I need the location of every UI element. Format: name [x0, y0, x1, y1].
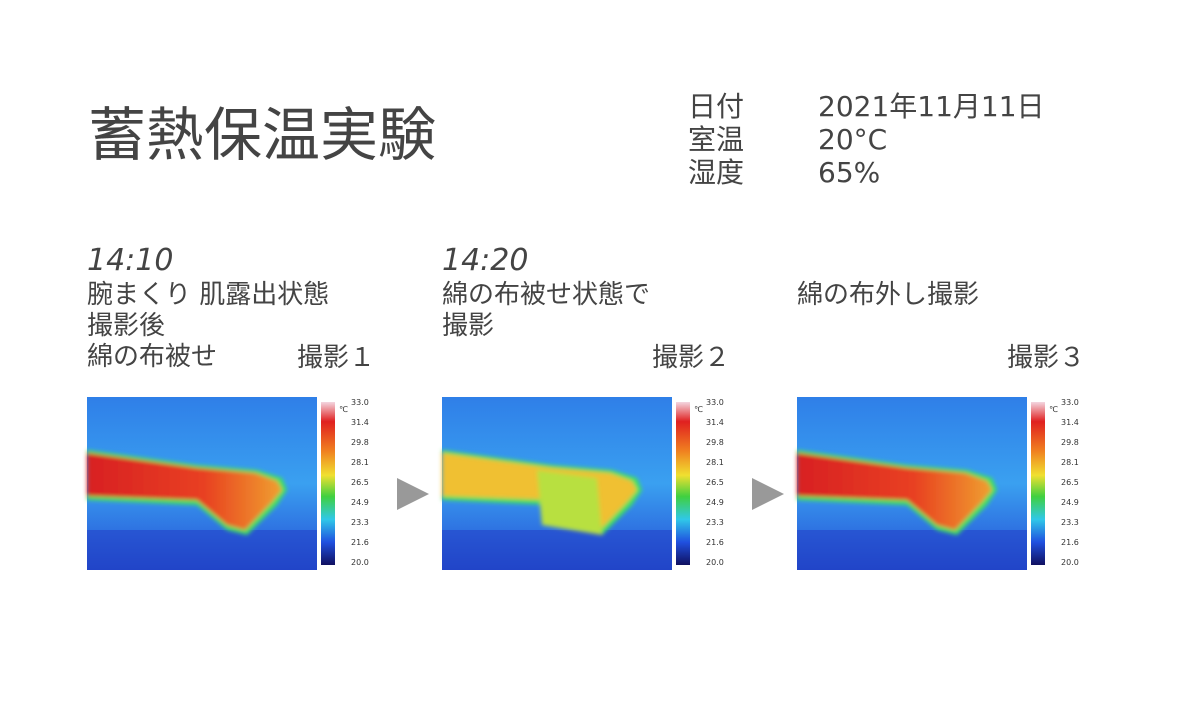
shot-label: 撮影１	[297, 343, 375, 373]
scale-tick: 26.5	[1061, 478, 1079, 487]
scale-tick: 28.1	[351, 458, 369, 467]
thermal-floor	[442, 530, 672, 570]
scale-tick: 31.4	[351, 418, 369, 427]
scale-tick: 23.3	[351, 518, 369, 527]
scale-tick: 23.3	[706, 518, 724, 527]
scale-tick: 29.8	[1061, 438, 1079, 447]
thermal-arm	[87, 450, 287, 535]
time: 14:10	[87, 243, 173, 278]
arm-shape	[797, 453, 992, 530]
condition-value: 20°C	[818, 123, 887, 156]
caption: 腕まくり 肌露出状態	[87, 280, 329, 310]
scale-tick: 28.1	[1061, 458, 1079, 467]
scale-tick: 26.5	[706, 478, 724, 487]
caption: 撮影後	[87, 311, 165, 341]
caption: 綿の布外し撮影	[797, 280, 979, 310]
scale-tick: 20.0	[1061, 558, 1079, 567]
condition-value: 65%	[818, 156, 880, 189]
scale-tick: 33.0	[351, 398, 369, 407]
color-bar	[321, 402, 335, 565]
shot-label: 撮影３	[1007, 343, 1085, 373]
time: 14:20	[442, 243, 528, 278]
caption: 撮影	[442, 311, 494, 341]
scale-unit: ℃	[694, 405, 703, 414]
scale-tick: 24.9	[1061, 498, 1079, 507]
condition-label: 日付	[688, 90, 744, 123]
scale-tick: 31.4	[1061, 418, 1079, 427]
scale-tick: 21.6	[351, 538, 369, 547]
condition-value: 2021年11月11日	[818, 90, 1045, 123]
scale-tick: 21.6	[1061, 538, 1079, 547]
scale-tick: 21.6	[706, 538, 724, 547]
color-bar	[1031, 402, 1045, 565]
condition-label: 湿度	[688, 156, 744, 189]
arrow	[752, 478, 784, 510]
scale-tick: 24.9	[351, 498, 369, 507]
shot-label: 撮影２	[652, 343, 730, 373]
scale-tick: 33.0	[706, 398, 724, 407]
condition-label: 室温	[688, 123, 744, 156]
caption: 綿の布被せ状態で	[442, 280, 650, 310]
scale-tick: 24.9	[706, 498, 724, 507]
scale-tick: 28.1	[706, 458, 724, 467]
thermal-arm	[797, 450, 997, 535]
title: 蓄熱保温実験	[88, 101, 436, 169]
thermal-floor	[797, 530, 1027, 570]
caption: 綿の布被せ	[87, 342, 217, 372]
arm-shape	[537, 470, 602, 535]
scale-tick: 20.0	[706, 558, 724, 567]
scale-tick: 33.0	[1061, 398, 1079, 407]
scale-unit: ℃	[1049, 405, 1058, 414]
scale-tick: 29.8	[351, 438, 369, 447]
thermal-arm	[442, 450, 642, 535]
scale-tick: 29.8	[706, 438, 724, 447]
scale-tick: 31.4	[706, 418, 724, 427]
scale-tick: 23.3	[1061, 518, 1079, 527]
thermal-floor	[87, 530, 317, 570]
arm-shape	[87, 453, 282, 530]
color-bar	[676, 402, 690, 565]
scale-tick: 26.5	[351, 478, 369, 487]
arrow	[397, 478, 429, 510]
scale-tick: 20.0	[351, 558, 369, 567]
scale-unit: ℃	[339, 405, 348, 414]
